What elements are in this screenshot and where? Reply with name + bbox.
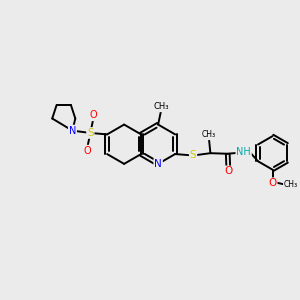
Text: S: S (87, 128, 94, 138)
Text: O: O (84, 146, 91, 156)
Text: N: N (69, 126, 76, 136)
Text: S: S (190, 151, 196, 160)
Text: O: O (224, 167, 232, 176)
Text: N: N (154, 159, 162, 169)
Text: N: N (69, 126, 76, 136)
Text: O: O (89, 110, 97, 120)
Text: O: O (268, 178, 277, 188)
Text: CH₃: CH₃ (284, 180, 298, 189)
Text: CH₃: CH₃ (153, 103, 169, 112)
Text: CH₃: CH₃ (202, 130, 216, 140)
Text: NH: NH (236, 147, 251, 157)
